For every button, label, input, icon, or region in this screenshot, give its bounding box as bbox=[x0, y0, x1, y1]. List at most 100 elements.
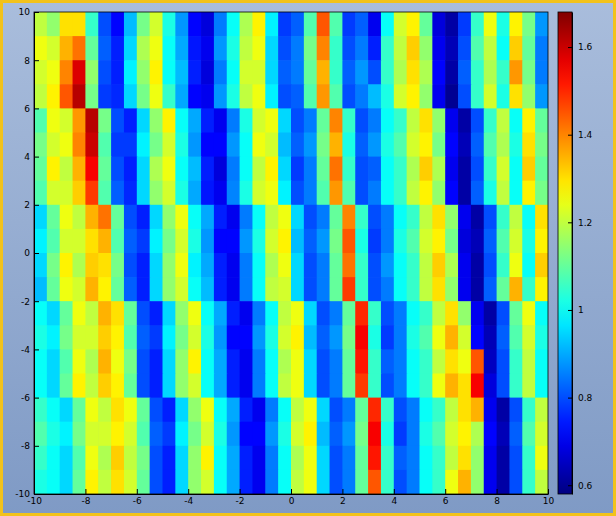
heatmap-cell bbox=[188, 470, 201, 494]
heatmap-cell bbox=[471, 446, 484, 471]
heatmap-cell bbox=[471, 12, 484, 37]
tick-label: -6 bbox=[21, 393, 30, 403]
tick-label: 1.6 bbox=[578, 42, 593, 52]
heatmap-cell bbox=[73, 325, 86, 350]
heatmap-cell bbox=[509, 374, 522, 399]
heatmap-cell bbox=[381, 84, 394, 109]
tick-mark bbox=[240, 489, 241, 494]
tick: 0.8 bbox=[568, 393, 593, 403]
tick-mark bbox=[34, 301, 39, 302]
heatmap-cell bbox=[330, 60, 343, 85]
heatmap-cell bbox=[252, 205, 265, 230]
heatmap-cell bbox=[111, 108, 124, 133]
heatmap-cell bbox=[60, 374, 73, 399]
heatmap-cell bbox=[458, 36, 471, 61]
heatmap-cell bbox=[47, 60, 60, 85]
heatmap-cell bbox=[317, 253, 330, 278]
heatmap-cell bbox=[227, 325, 240, 350]
heatmap-cell bbox=[150, 446, 163, 471]
heatmap-cell bbox=[484, 60, 497, 85]
heatmap-cell bbox=[330, 422, 343, 447]
heatmap-cell bbox=[265, 60, 278, 85]
heatmap-cell bbox=[214, 36, 227, 61]
tick-label: 1 bbox=[578, 305, 584, 315]
heatmap-cell bbox=[330, 181, 343, 206]
tick-label: -8 bbox=[81, 496, 90, 506]
heatmap-cell bbox=[240, 133, 253, 158]
heatmap-cell bbox=[407, 374, 420, 399]
heatmap-cell bbox=[407, 446, 420, 471]
heatmap-cell bbox=[445, 253, 458, 278]
heatmap-cell bbox=[522, 181, 535, 206]
heatmap-cell bbox=[214, 446, 227, 471]
heatmap-cell bbox=[509, 205, 522, 230]
frame-border bbox=[2, 2, 615, 515]
heatmap-cell bbox=[420, 349, 433, 374]
heatmap-cell bbox=[214, 108, 227, 133]
heatmap-cell bbox=[368, 253, 381, 278]
heatmap-cell bbox=[432, 422, 445, 447]
heatmap-cell bbox=[394, 325, 407, 350]
chart: -10-8-6-4-20246810-10-8-6-4-202468100.60… bbox=[0, 0, 616, 516]
heatmap-cell bbox=[240, 374, 253, 399]
heatmap-cell bbox=[407, 60, 420, 85]
heatmap-cell bbox=[111, 470, 124, 494]
heatmap-cell bbox=[407, 12, 420, 37]
heatmap-cell bbox=[124, 108, 137, 133]
tick-label: -8 bbox=[21, 441, 30, 451]
heatmap-cell bbox=[227, 157, 240, 182]
heatmap-cell bbox=[150, 12, 163, 37]
heatmap-cell bbox=[342, 301, 355, 326]
heatmap-cell bbox=[111, 229, 124, 254]
heatmap-cell bbox=[420, 229, 433, 254]
tick-label: 6 bbox=[24, 104, 30, 114]
heatmap-cell bbox=[201, 229, 214, 254]
tick: 1.2 bbox=[568, 218, 592, 228]
tick-mark bbox=[85, 489, 86, 494]
tick-mark bbox=[568, 485, 572, 486]
heatmap-cell bbox=[150, 422, 163, 447]
heatmap-cell bbox=[85, 398, 98, 423]
heatmap-cell bbox=[124, 157, 137, 182]
heatmap-cell bbox=[265, 374, 278, 399]
heatmap-cell bbox=[304, 60, 317, 85]
heatmap-cell bbox=[330, 349, 343, 374]
heatmap-cell bbox=[445, 229, 458, 254]
heatmap-cell bbox=[85, 470, 98, 494]
heatmap-cell bbox=[484, 301, 497, 326]
heatmap-cell bbox=[317, 157, 330, 182]
heatmap-cell bbox=[394, 205, 407, 230]
heatmap-cell bbox=[381, 349, 394, 374]
heatmap-cell bbox=[124, 446, 137, 471]
heatmap-cell bbox=[124, 181, 137, 206]
heatmap-cell bbox=[124, 84, 137, 109]
heatmap-cell bbox=[317, 374, 330, 399]
tick-mark bbox=[34, 349, 39, 350]
heatmap-cell bbox=[163, 422, 176, 447]
heatmap-cell bbox=[73, 422, 86, 447]
heatmap-cell bbox=[291, 205, 304, 230]
heatmap-cell bbox=[381, 108, 394, 133]
heatmap-cell bbox=[163, 60, 176, 85]
heatmap-cell bbox=[484, 12, 497, 37]
heatmap-cell bbox=[407, 349, 420, 374]
heatmap-cell bbox=[150, 133, 163, 158]
heatmap-cell bbox=[240, 60, 253, 85]
heatmap-cell bbox=[432, 277, 445, 302]
heatmap-cell bbox=[484, 422, 497, 447]
heatmap-cell bbox=[175, 349, 188, 374]
heatmap-cell bbox=[509, 349, 522, 374]
heatmap-cell bbox=[201, 277, 214, 302]
heatmap-cell bbox=[47, 133, 60, 158]
heatmap-cell bbox=[34, 277, 47, 302]
tick-label: 8 bbox=[494, 496, 500, 506]
heatmap-cell bbox=[291, 277, 304, 302]
tick: -6 bbox=[21, 393, 39, 403]
tick: 2 bbox=[24, 200, 39, 210]
heatmap-cell bbox=[124, 12, 137, 37]
heatmap-cell bbox=[175, 277, 188, 302]
heatmap-cell bbox=[304, 12, 317, 37]
heatmap-cell bbox=[175, 157, 188, 182]
heatmap-cell bbox=[34, 133, 47, 158]
heatmap-cell bbox=[484, 157, 497, 182]
